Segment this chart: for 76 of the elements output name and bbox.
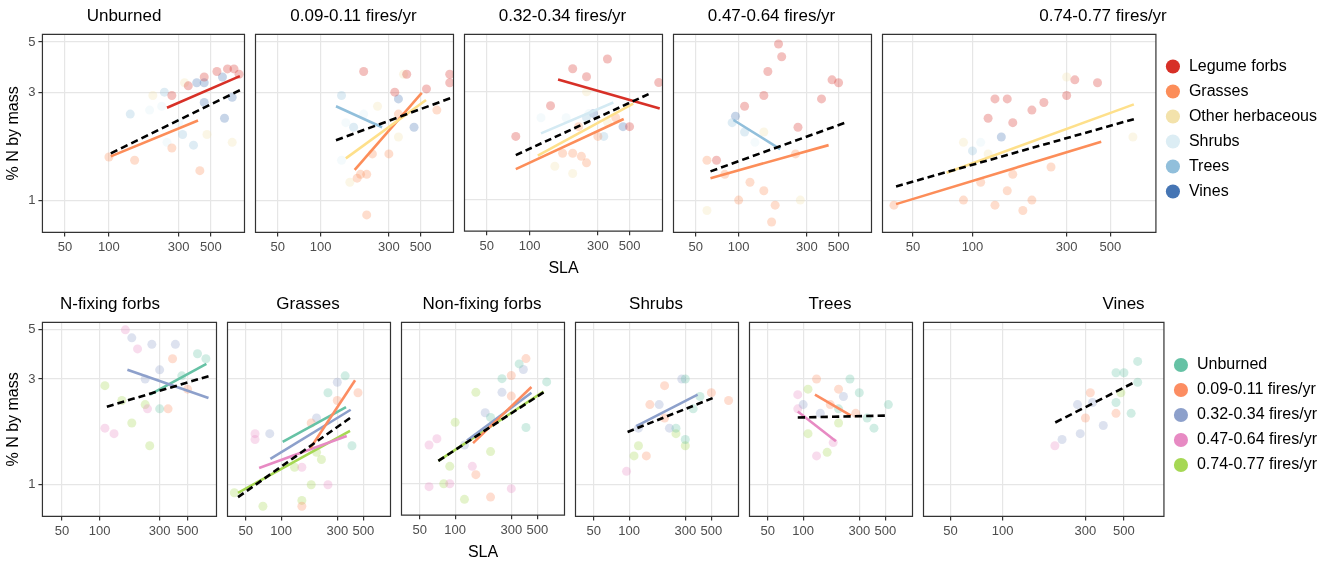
x-tick-label: 100 — [618, 522, 640, 538]
chart-title: Non-fixing forbs — [422, 293, 542, 313]
x-tick-label: 100 — [444, 521, 466, 537]
legend-label: Other herbaceous — [1188, 106, 1317, 124]
x-tick-label: 100 — [98, 238, 120, 254]
x-tick-label: 50 — [54, 522, 70, 538]
y-tick-label: 1 — [28, 476, 36, 492]
y-tick-label: 5 — [28, 321, 36, 337]
legend-label: Grasses — [1188, 81, 1249, 99]
chart-title: Trees — [808, 293, 852, 313]
x-axis-title: SLA — [548, 258, 579, 276]
legend-label: 0.32-0.34 fires/yr — [1196, 405, 1318, 423]
x-tick-label: 300 — [326, 522, 349, 538]
x-tick-label: 500 — [352, 522, 375, 538]
x-tick-label: 300 — [796, 238, 818, 254]
x-tick-label: 300 — [500, 521, 523, 537]
chart-title: Shrubs — [629, 293, 683, 313]
legend-label: Unburned — [1196, 355, 1268, 373]
chart-title: 0.47-0.64 fires/yr — [707, 5, 836, 25]
x-tick-label: 100 — [518, 237, 541, 253]
x-tick-label: 100 — [961, 238, 984, 254]
legend-label: Shrubs — [1188, 131, 1240, 149]
x-tick-label: 500 — [176, 522, 199, 538]
x-tick-label: 50 — [57, 238, 73, 254]
x-tick-label: 50 — [412, 521, 427, 537]
x-tick-label: 50 — [586, 522, 601, 538]
x-tick-label: 300 — [378, 238, 400, 254]
x-tick-label: 300 — [1074, 522, 1097, 538]
x-tick-label: 300 — [674, 522, 697, 538]
x-tick-label: 50 — [943, 522, 958, 538]
chart-title: Unburned — [86, 5, 162, 25]
y-tick-label: 5 — [28, 33, 36, 49]
x-axis-title: SLA — [467, 542, 499, 560]
chart-title: Vines — [1102, 293, 1145, 313]
x-tick-label: 500 — [874, 522, 897, 538]
x-tick-label: 100 — [792, 522, 814, 538]
x-tick-label: 300 — [1055, 238, 1078, 254]
legend-label: 0.09-0.11 fires/yr — [1196, 380, 1317, 398]
x-tick-label: 500 — [827, 238, 850, 254]
legend-label: Legume forbs — [1188, 56, 1287, 74]
x-tick-label: 500 — [409, 238, 432, 254]
legend-label: Vines — [1188, 181, 1229, 199]
x-tick-label: 500 — [1099, 238, 1122, 254]
x-tick-label: 500 — [700, 522, 723, 538]
y-tick-label: 3 — [28, 370, 36, 386]
x-tick-label: 300 — [167, 238, 190, 254]
x-tick-label: 300 — [148, 522, 171, 538]
chart-title: 0.32-0.34 fires/yr — [498, 5, 627, 25]
y-axis-title: % N by mass — [4, 372, 22, 467]
x-tick-label: 50 — [479, 237, 494, 253]
chart-title: 0.09-0.11 fires/yr — [290, 5, 417, 25]
x-tick-label: 50 — [238, 522, 253, 538]
x-tick-label: 100 — [991, 522, 1014, 538]
x-tick-label: 50 — [760, 522, 775, 538]
x-tick-label: 50 — [688, 238, 703, 254]
x-tick-label: 300 — [848, 522, 871, 538]
x-tick-label: 300 — [587, 237, 609, 253]
x-tick-label: 500 — [200, 238, 222, 254]
legend-label: 0.74-0.77 fires/yr — [1196, 455, 1318, 473]
y-axis-title: % N by mass — [4, 86, 22, 181]
x-tick-label: 100 — [88, 522, 111, 538]
x-tick-label: 100 — [309, 238, 332, 254]
x-tick-label: 50 — [270, 238, 285, 254]
x-tick-label: 100 — [727, 238, 750, 254]
x-tick-label: 50 — [905, 238, 921, 254]
chart-title: 0.74-0.77 fires/yr — [1039, 5, 1168, 25]
legend-label: Trees — [1188, 156, 1230, 174]
x-tick-label: 100 — [270, 522, 292, 538]
legend-label: 0.47-0.64 fires/yr — [1196, 430, 1318, 448]
x-tick-label: 500 — [618, 237, 641, 253]
chart-title: N-fixing forbs — [59, 293, 161, 313]
x-tick-label: 500 — [526, 521, 549, 537]
x-tick-label: 500 — [1113, 522, 1135, 538]
chart-title: Grasses — [276, 293, 340, 313]
y-tick-label: 3 — [28, 83, 36, 99]
y-tick-label: 1 — [28, 191, 36, 207]
